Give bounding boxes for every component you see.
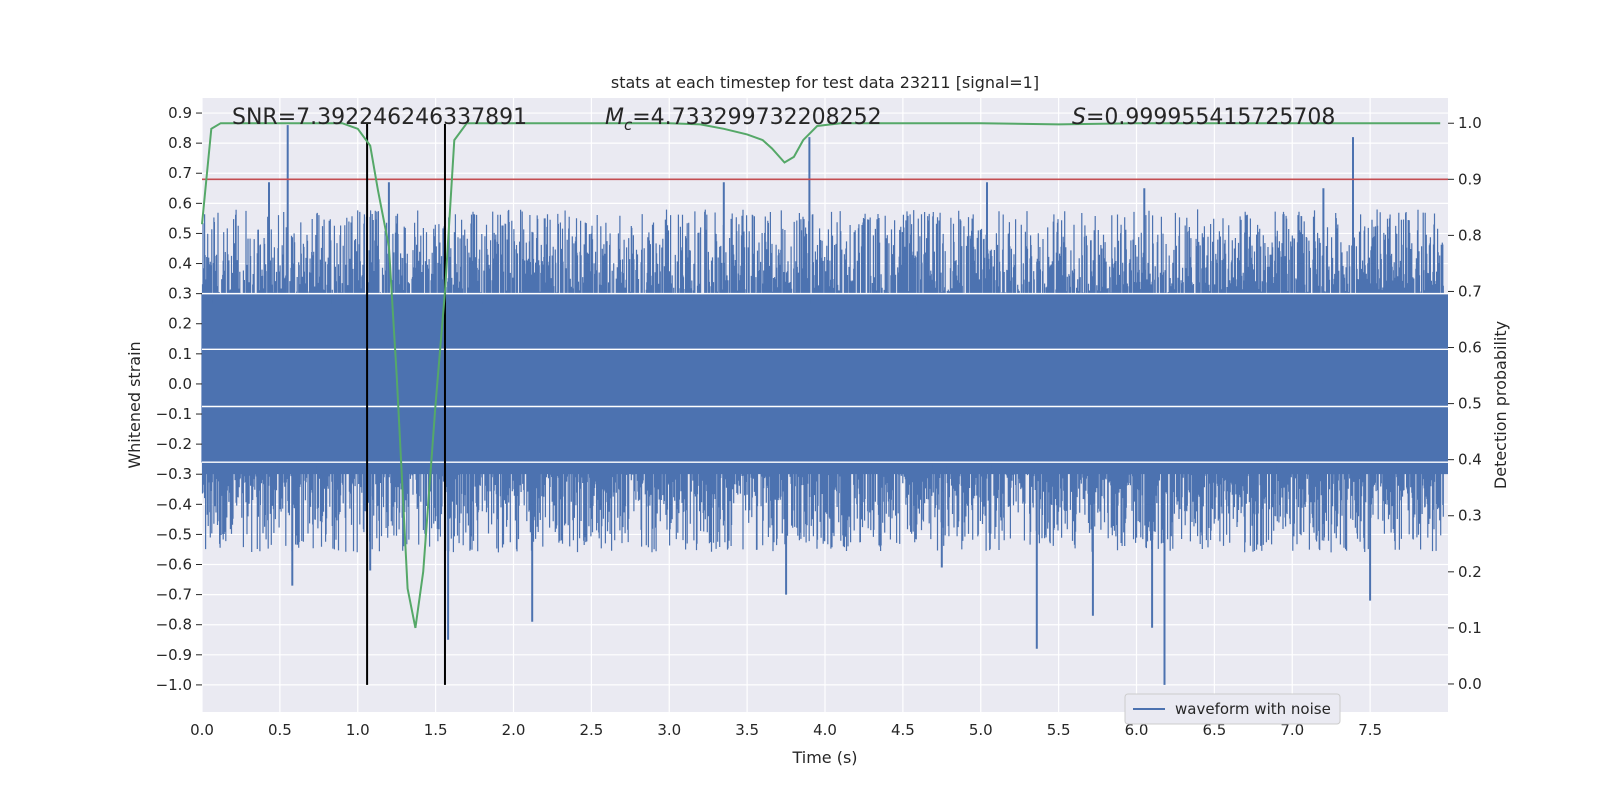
x-tick-label: 6.0: [1125, 721, 1149, 739]
left-y-tick-label: 0.2: [168, 315, 192, 333]
noise-series-path: [201, 209, 1444, 553]
chirp-mass-value: =4.733299732208252: [632, 105, 881, 130]
x-tick-label: 4.0: [813, 721, 837, 739]
x-tick-label: 2.0: [502, 721, 526, 739]
right-y-axis-label: Detection probability: [1491, 321, 1510, 489]
x-axis-label: Time (s): [791, 748, 857, 767]
left-y-axis-ticks: 0.9 0.8 0.7 0.6 0.5 0.4 0.3 0.2 0.1 0.0 −0.1 −0.2 −0…: [156, 104, 202, 694]
right-y-tick-label: 1.0: [1458, 114, 1482, 132]
x-tick-label: 7.5: [1358, 721, 1382, 739]
x-tick-label: 0.0: [190, 721, 214, 739]
left-y-tick-label: 0.9: [168, 104, 192, 122]
probability-line: [201, 122, 1441, 629]
legend-label-waveform: waveform with noise: [1175, 700, 1331, 718]
left-y-tick-label: 0.5: [168, 224, 192, 242]
score-symbol: S: [1072, 105, 1086, 130]
chirp-mass-subscript: c: [624, 116, 633, 134]
left-y-tick-label: −0.6: [156, 556, 192, 574]
legend-box: [1124, 693, 1341, 725]
legend: waveform with noise: [1124, 693, 1341, 725]
right-y-tick-label: 0.9: [1458, 170, 1482, 188]
x-tick-label: 0.5: [268, 721, 292, 739]
left-y-tick-label: −0.8: [156, 616, 192, 634]
left-y-tick-label: −0.4: [156, 495, 192, 513]
x-tick-label: 2.5: [579, 721, 603, 739]
score-value: =0.999955415725708: [1086, 105, 1335, 130]
right-y-tick-label: 0.4: [1458, 451, 1482, 469]
x-tick-label: 5.5: [1047, 721, 1071, 739]
right-y-tick-label: 0.7: [1458, 282, 1482, 300]
left-y-tick-label: −0.2: [156, 435, 192, 453]
x-tick-label: 1.5: [424, 721, 448, 739]
left-y-tick-label: 0.4: [168, 255, 192, 273]
left-y-tick-label: −0.7: [156, 586, 192, 604]
snr-annotation: SNR=7.392246246337891: [232, 105, 527, 130]
x-tick-label: 3.5: [735, 721, 759, 739]
right-y-tick-label: 0.5: [1458, 395, 1482, 413]
vertical-markers: [366, 124, 446, 685]
left-y-tick-label: 0.3: [168, 285, 192, 303]
left-y-tick-label: 0.0: [168, 375, 192, 393]
x-tick-label: 4.5: [891, 721, 915, 739]
chart-title: stats at each timestep for test data 232…: [611, 73, 1039, 92]
x-tick-label: 3.0: [657, 721, 681, 739]
left-y-tick-label: −0.3: [156, 465, 192, 483]
right-y-axis-ticks: 1.0 0.9 0.8 0.7 0.6 0.5 0.4 0.3 0.2 0.1 0.0: [1448, 114, 1482, 693]
x-tick-label: 1.0: [346, 721, 370, 739]
left-y-axis-label: Whitened strain: [125, 341, 144, 468]
right-y-tick-label: 0.0: [1458, 675, 1482, 693]
waveform-noise-series: [201, 125, 1448, 685]
noise-spikes-path: [268, 125, 1372, 685]
right-y-tick-label: 0.8: [1458, 226, 1482, 244]
x-tick-label: 6.5: [1202, 721, 1226, 739]
right-y-tick-label: 0.2: [1458, 563, 1482, 581]
left-y-tick-label: −1.0: [156, 676, 192, 694]
left-y-tick-label: −0.5: [156, 525, 192, 543]
right-y-tick-label: 0.3: [1458, 507, 1482, 525]
chirp-mass-symbol: M: [605, 105, 624, 130]
x-tick-label: 7.0: [1280, 721, 1304, 739]
x-tick-label: 5.0: [969, 721, 993, 739]
left-y-tick-label: 0.7: [168, 164, 192, 182]
left-y-tick-label: −0.9: [156, 646, 192, 664]
right-y-tick-label: 0.1: [1458, 619, 1482, 637]
left-y-tick-label: 0.1: [168, 345, 192, 363]
detection-probability-series: [201, 122, 1441, 629]
right-y-tick-label: 0.6: [1458, 339, 1482, 357]
left-y-tick-label: 0.6: [168, 194, 192, 212]
x-axis-ticks: 0.0 0.5 1.0 1.5 2.0 2.5 3.0 3.5 4.0 4.5 5.0 5.5 6.0 6…: [190, 721, 1382, 739]
score-annotation: S=0.999955415725708: [1072, 105, 1335, 130]
chirp-mass-annotation: Mc=4.733299732208252: [605, 105, 882, 134]
left-y-tick-label: −0.1: [156, 405, 192, 423]
left-y-tick-label: 0.8: [168, 134, 192, 152]
